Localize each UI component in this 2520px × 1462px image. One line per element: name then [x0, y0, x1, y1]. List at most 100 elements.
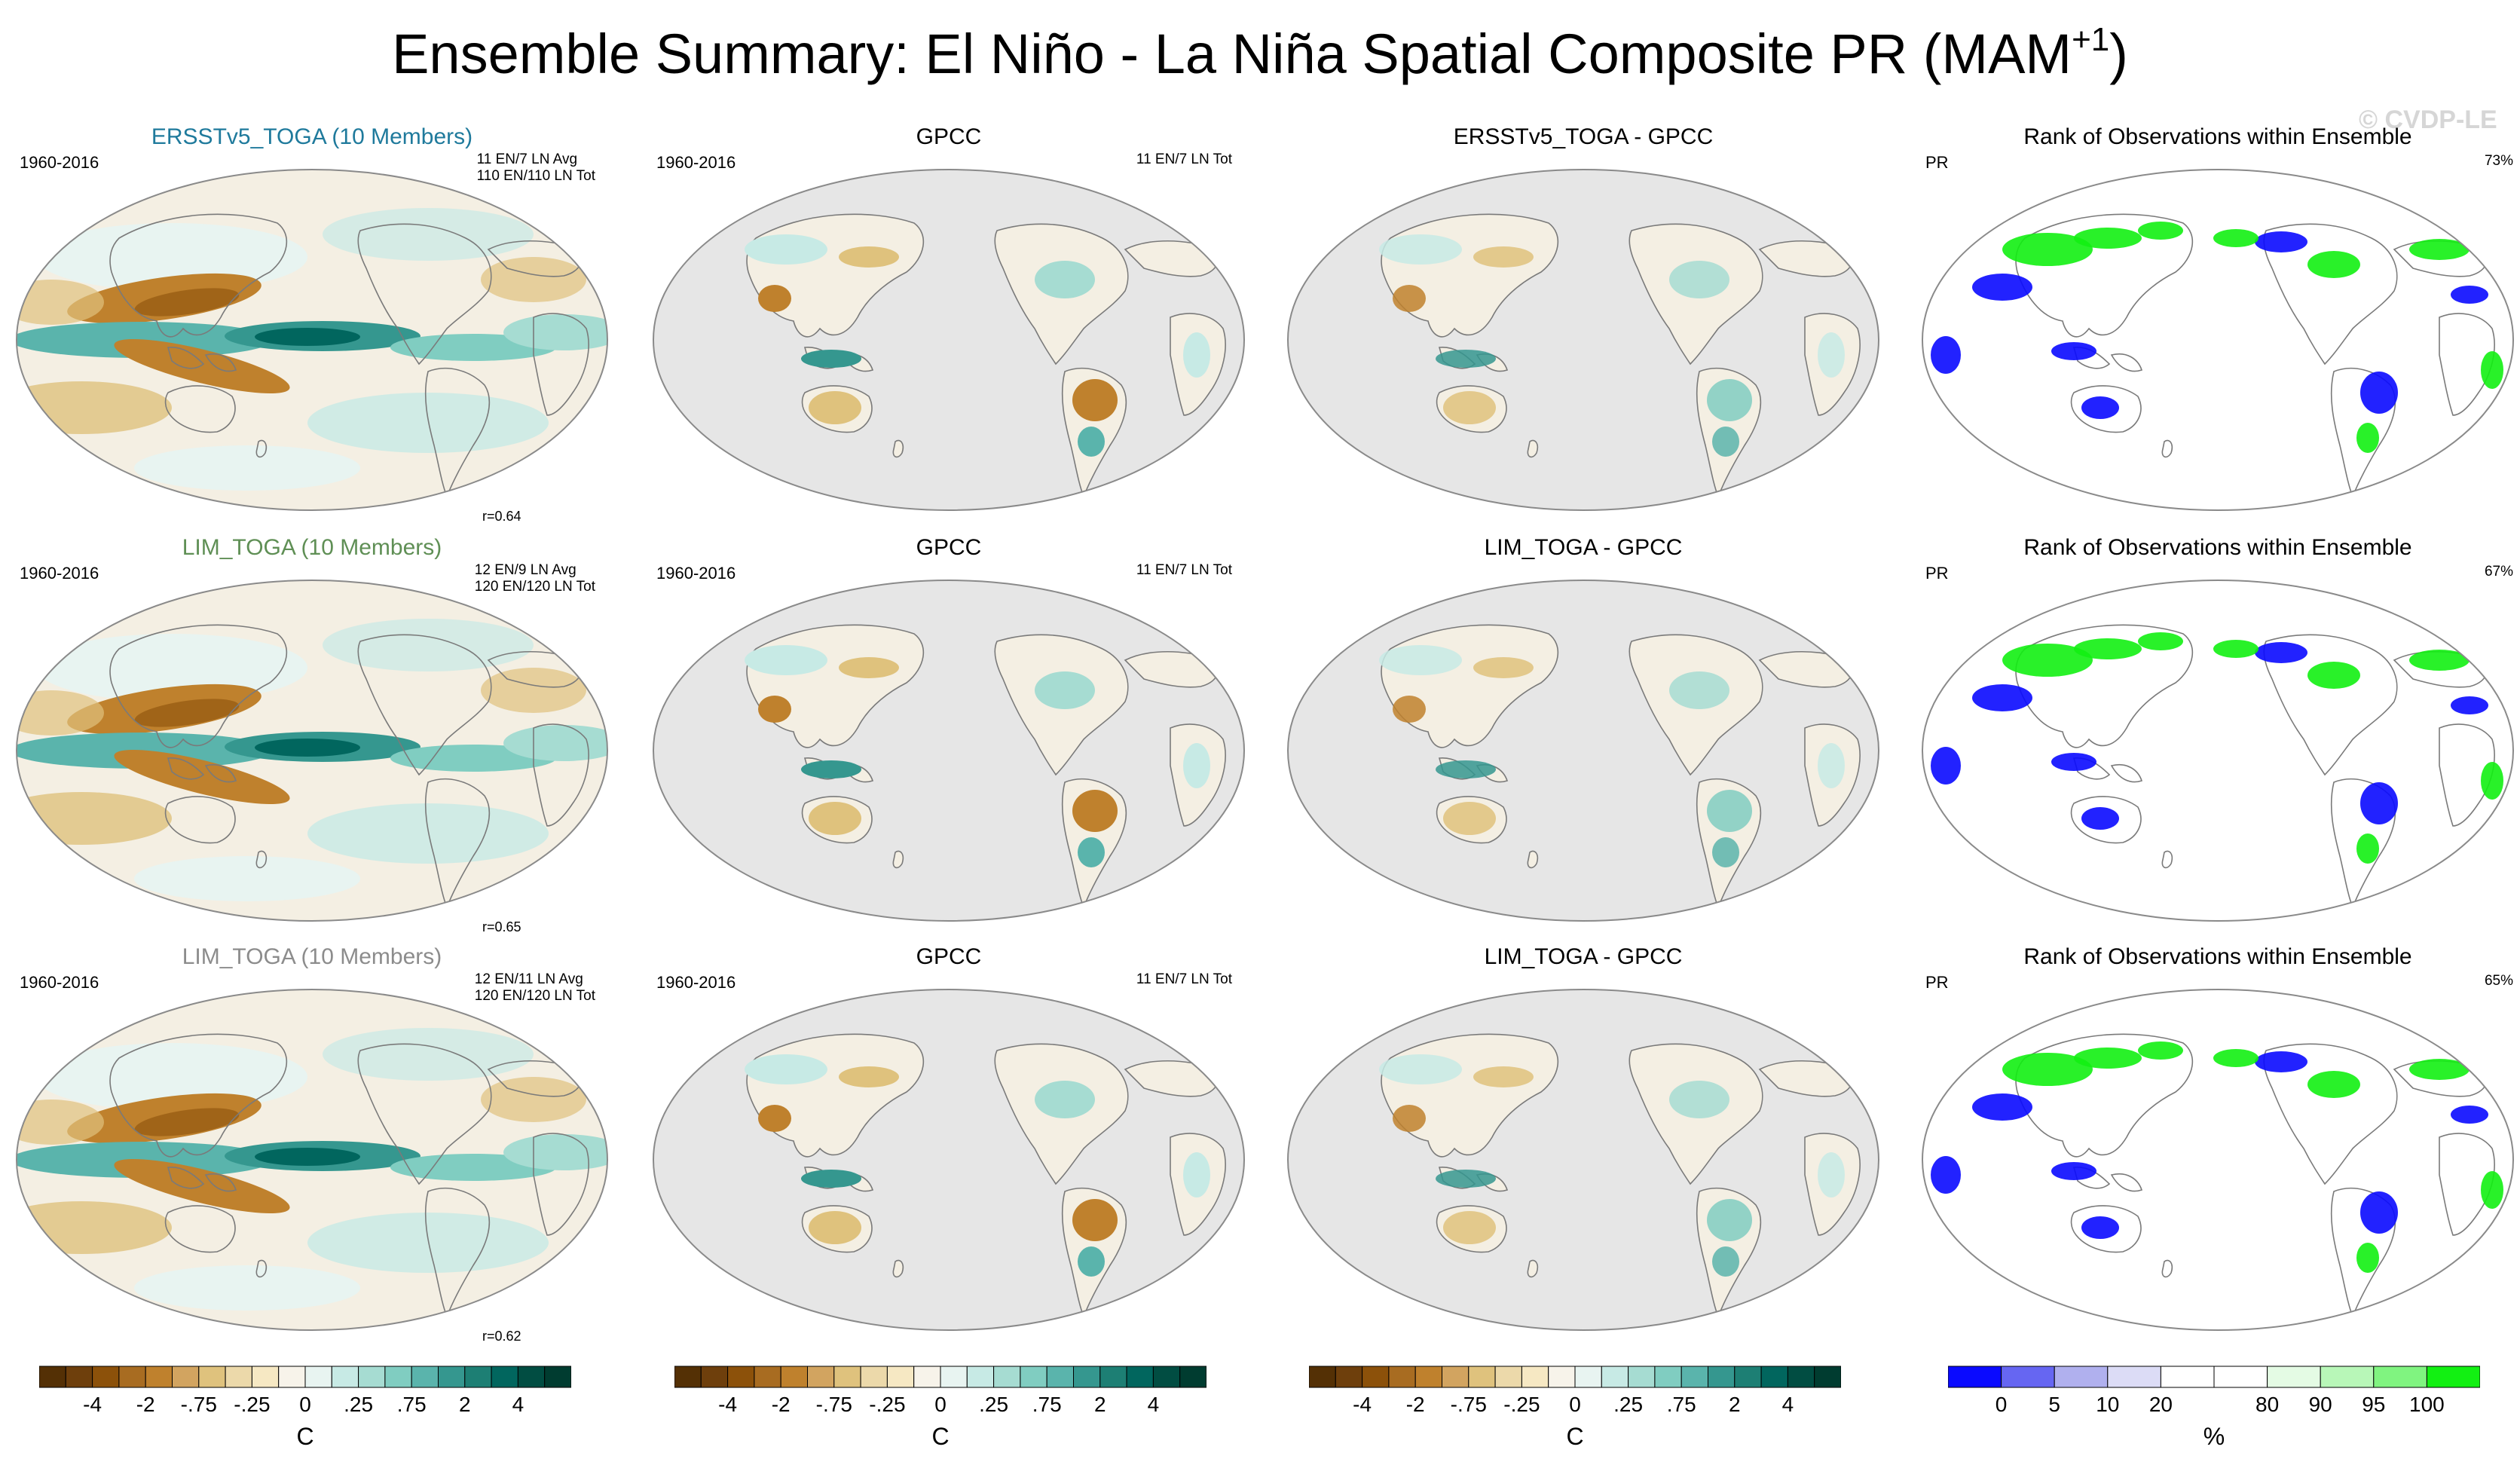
colorbar-swatch [1308, 1366, 1336, 1388]
panel-rank-row2: Rank of Observations within Ensemble PR 67… [1912, 535, 2520, 946]
colorbar-swatch [92, 1366, 120, 1388]
world-map [16, 580, 608, 922]
colorbar-swatch [2320, 1366, 2375, 1388]
world-map [16, 169, 608, 511]
map-outline [653, 169, 1245, 511]
colorbar-swatch [1708, 1366, 1736, 1388]
colorbar-swatch [331, 1366, 359, 1388]
colorbar-3: -4 -2 -.75 -.25 0 .25 .75 2 4 C [1308, 1366, 1842, 1456]
map-outline [1922, 169, 2514, 511]
map-outline [1922, 989, 2514, 1331]
colorbar-tick-label: -.25 [1503, 1393, 1540, 1416]
colorbar-swatch [145, 1366, 173, 1388]
colorbar-swatch [993, 1366, 1021, 1388]
colorbar-swatch [65, 1366, 93, 1388]
colorbar-swatch [1787, 1366, 1815, 1388]
colorbar-swatch [411, 1366, 439, 1388]
colorbar-4: 0 5 10 20 80 90 95 100% [1947, 1366, 2481, 1456]
colorbar-tick-label: -2 [1405, 1393, 1425, 1416]
colorbar-swatch [1947, 1366, 2002, 1388]
panel-diff-row3: LIM_TOGA - GPCC [1277, 944, 1889, 1355]
colorbar-swatch [2267, 1366, 2321, 1388]
colorbar-swatch [304, 1366, 332, 1388]
world-map [653, 989, 1245, 1331]
colorbar-swatch [2213, 1366, 2268, 1388]
colorbar-swatch [491, 1366, 518, 1388]
colorbar-swatch [2373, 1366, 2427, 1388]
colorbar-swatches [1947, 1366, 2481, 1388]
event-count-label: 12 EN/9 LN Avg 120 EN/120 LN Tot [474, 562, 595, 595]
coast-nz [255, 439, 268, 458]
colorbar-swatch [1126, 1366, 1154, 1388]
colorbar-tick-label: -.75 [1450, 1393, 1487, 1416]
colorbar-tick-label: -2 [771, 1393, 791, 1416]
panel-title: Rank of Observations within Ensemble [2023, 535, 2412, 560]
colorbar-tick-label: .75 [396, 1393, 427, 1416]
colorbar-swatch [544, 1366, 572, 1388]
panel-obs-row3: GPCC 1960-2016 11 EN/7 LN Tot [643, 944, 1255, 1355]
coast-australia [164, 385, 236, 433]
period-label: 1960-2016 [656, 153, 736, 172]
colorbar-swatch [464, 1366, 492, 1388]
map-outline [1287, 989, 1879, 1331]
colorbar-tick-label: 0 [934, 1393, 947, 1416]
pattern-correlation-label: r=0.62 [482, 1329, 521, 1344]
world-map [1922, 169, 2514, 511]
colorbar-swatch [913, 1366, 941, 1388]
colorbar-tick-label: -.75 [180, 1393, 217, 1416]
event-count-label: 11 EN/7 LN Tot [1136, 562, 1232, 578]
period-label: 1960-2016 [656, 564, 736, 583]
colorbar-tick-label: .75 [1032, 1393, 1062, 1416]
colorbar-swatch [940, 1366, 968, 1388]
colorbar-swatch [1046, 1366, 1075, 1388]
coast-africa [533, 1133, 589, 1236]
world-map [1922, 580, 2514, 922]
colorbar-swatch [1335, 1366, 1363, 1388]
coast-nz [2161, 1259, 2173, 1278]
colorbar-swatch [1601, 1366, 1629, 1388]
event-count-label: 11 EN/7 LN Tot [1136, 151, 1232, 167]
figure-title: Ensemble Summary: El Niño - La Niña Spat… [392, 21, 2128, 85]
colorbar-swatch [1681, 1366, 1709, 1388]
colorbar-unit: C [931, 1423, 950, 1450]
coast-asia [109, 1033, 288, 1158]
colorbar-unit: C [296, 1423, 314, 1450]
coast-nz [892, 439, 904, 458]
period-label: 1960-2016 [20, 153, 99, 172]
panel-diff-row2: LIM_TOGA - GPCC [1277, 535, 1889, 946]
colorbar-tick-label: -.25 [869, 1393, 906, 1416]
colorbar-swatch [754, 1366, 781, 1388]
variable-label: PR [1925, 973, 1949, 992]
colorbar-swatch [886, 1366, 915, 1388]
coast-namerica [357, 634, 492, 776]
map-outline [1287, 169, 1879, 511]
coast-namerica [2263, 634, 2398, 776]
colorbar-swatch [1099, 1366, 1127, 1388]
colorbar-swatch [38, 1366, 66, 1388]
colorbar-swatch [438, 1366, 466, 1388]
rank-percent-label: 65% [2484, 973, 2513, 989]
colorbar-tick-label: 0 [299, 1393, 311, 1416]
panel-title: ERSSTv5_TOGA - GPCC [1453, 124, 1714, 149]
colorbar-swatch [2107, 1366, 2161, 1388]
colorbar-swatch [1574, 1366, 1602, 1388]
colorbar-tick-label: -4 [1353, 1393, 1372, 1416]
colorbar-tick-label: 2 [1729, 1393, 1741, 1416]
colorbar-swatch [384, 1366, 412, 1388]
coast-seasia [167, 347, 237, 372]
event-count-label: 11 EN/7 LN Avg 110 EN/110 LN Tot [476, 151, 595, 184]
world-map [1287, 989, 1879, 1331]
colorbar-tick-label: 4 [512, 1393, 524, 1416]
colorbar-swatch [1494, 1366, 1522, 1388]
colorbar-swatch [1628, 1366, 1656, 1388]
coast-africa [2439, 723, 2495, 827]
coast-nz [2161, 850, 2173, 869]
colorbar-tick-label: 0 [1569, 1393, 1581, 1416]
colorbar-swatch [172, 1366, 200, 1388]
watermark: © CVDP-LE [2359, 106, 2497, 134]
colorbar-tick-label: -2 [136, 1393, 155, 1416]
coast-nz [1527, 850, 1539, 869]
variable-label: PR [1925, 153, 1949, 172]
colorbar-swatch [251, 1366, 280, 1388]
world-map [653, 169, 1245, 511]
